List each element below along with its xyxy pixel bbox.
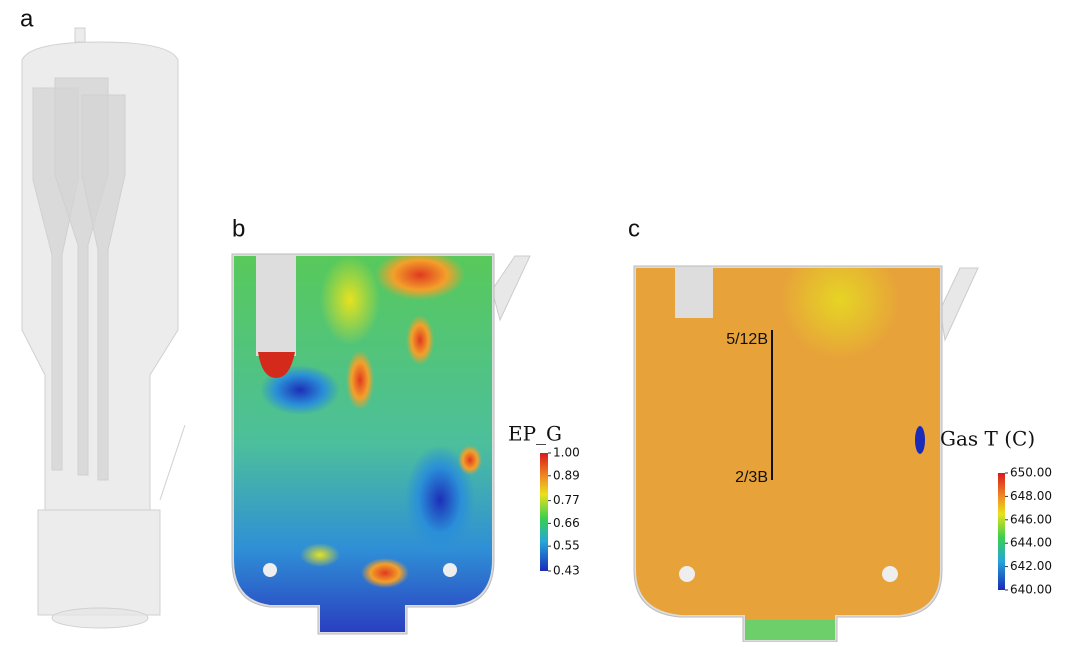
colorbar-title: Gas T (C) [940, 427, 1035, 451]
colorbar-c [998, 473, 1005, 590]
colorbar-tick-label: 0.89 [553, 468, 580, 482]
colorbar-tick-label: 642.00 [1010, 559, 1052, 573]
colorbar-tick-label: 650.00 [1010, 466, 1052, 480]
colorbar-tick-label: 1.00 [553, 446, 580, 460]
colorbar-tick-label: 0.43 [553, 564, 580, 578]
annotation: 2/3B [735, 469, 768, 486]
figure: a b c EP_G Gas T (C) 5/12B 2/3B 1.00 0.89… [0, 0, 1067, 642]
contour-b [232, 250, 530, 634]
panel-label: c [628, 215, 640, 242]
vessel-a [22, 28, 185, 628]
colorbar-tick-label: 0.55 [553, 539, 580, 553]
contour-c [634, 240, 978, 642]
annotation: 5/12B [726, 331, 768, 348]
panel-label: a [20, 5, 34, 32]
panel-label: b [232, 215, 245, 242]
colorbar-title: EP_G [508, 422, 562, 446]
colorbar-tick-label: 648.00 [1010, 489, 1052, 503]
colorbar-tick-label: 0.66 [553, 516, 580, 530]
colorbar-tick-label: 640.00 [1010, 583, 1052, 597]
colorbar-b [540, 453, 548, 571]
colorbar-tick-label: 644.00 [1010, 536, 1052, 550]
colorbar-tick-label: 646.00 [1010, 512, 1052, 526]
colorbar-tick-label: 0.77 [553, 493, 580, 507]
